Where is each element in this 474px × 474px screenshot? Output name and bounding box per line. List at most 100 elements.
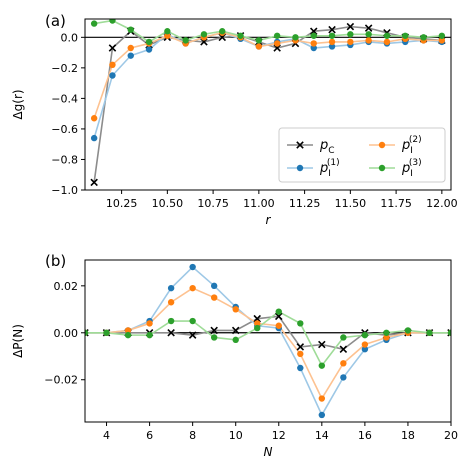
series-line-2 xyxy=(85,287,451,401)
data-point xyxy=(420,34,427,41)
data-point xyxy=(273,40,281,47)
plot-area xyxy=(90,19,446,187)
data-point xyxy=(232,306,239,313)
series-markers-2 xyxy=(85,284,451,402)
panel-label: (a) xyxy=(45,12,66,30)
axes-frame xyxy=(84,259,452,423)
legend-entry: pI(2) xyxy=(369,135,422,156)
data-point xyxy=(254,324,261,332)
series-line-2 xyxy=(93,31,442,119)
x-tick-label: 10.50 xyxy=(152,197,184,210)
series-markers-1 xyxy=(85,263,451,419)
data-point xyxy=(167,317,175,325)
data-point xyxy=(188,331,197,339)
plot-area xyxy=(85,263,451,419)
data-point xyxy=(231,326,240,335)
series-line-3 xyxy=(85,310,451,368)
data-point xyxy=(346,22,355,31)
data-point xyxy=(218,33,227,42)
data-point xyxy=(127,44,134,52)
data-point xyxy=(328,32,336,39)
x-tick-label: 10.25 xyxy=(106,197,138,210)
data-point xyxy=(318,395,326,402)
data-point xyxy=(124,327,132,334)
data-point xyxy=(167,329,175,337)
x-tick-label: 14 xyxy=(315,429,329,442)
panel-a: 10.25 10.50 10.75 11.00 11.25 11.50 11.75 12.00… xyxy=(11,12,458,227)
data-point xyxy=(253,314,262,323)
data-point xyxy=(189,263,196,271)
data-point xyxy=(447,329,451,336)
data-point xyxy=(273,44,281,52)
data-point xyxy=(297,350,304,358)
data-point xyxy=(210,282,218,290)
data-point xyxy=(340,374,347,381)
x-tick-label: 6 xyxy=(146,429,153,442)
data-point xyxy=(146,320,153,327)
data-point xyxy=(167,299,175,306)
data-point xyxy=(328,38,336,46)
legend-label: pC xyxy=(319,138,335,156)
series-markers-3 xyxy=(90,19,446,46)
x-tick-label: 4 xyxy=(103,429,110,442)
legend-marker xyxy=(296,141,304,149)
data-point xyxy=(296,343,305,351)
data-point xyxy=(438,32,446,39)
data-point xyxy=(347,38,354,46)
data-point xyxy=(164,28,171,35)
x-axis-label: N xyxy=(264,445,273,459)
data-point xyxy=(255,43,263,50)
x-tick-label: 11.25 xyxy=(289,197,321,210)
x-tick-label: 10 xyxy=(229,429,243,442)
data-point xyxy=(145,46,153,53)
data-point xyxy=(273,32,281,39)
data-point xyxy=(219,28,226,35)
y-tick-label: 0.00 xyxy=(54,327,79,340)
data-point xyxy=(200,31,208,38)
data-point xyxy=(347,31,354,38)
data-point xyxy=(275,322,282,329)
y-tick-label: −0.4 xyxy=(51,92,78,105)
data-point xyxy=(275,308,282,315)
data-point xyxy=(109,61,116,69)
y-tick-label: 0.02 xyxy=(54,280,79,293)
x-tick-label: 20 xyxy=(444,429,458,442)
data-point xyxy=(297,364,304,372)
y-tick-label: −0.02 xyxy=(44,374,78,387)
y-tick-label: −1.0 xyxy=(51,184,78,197)
series-line-0 xyxy=(85,315,451,351)
data-point xyxy=(127,52,134,59)
legend-marker xyxy=(378,141,386,149)
legend-label: pI(1) xyxy=(319,158,340,179)
data-point xyxy=(310,40,317,47)
data-point xyxy=(103,329,110,336)
series-line-3 xyxy=(94,19,442,43)
data-point xyxy=(365,31,372,38)
y-tick-label: −0.8 xyxy=(51,153,78,166)
data-point xyxy=(438,37,446,44)
data-point xyxy=(255,37,263,44)
axes-frame xyxy=(84,18,452,191)
data-point xyxy=(124,331,132,339)
data-point xyxy=(90,115,98,122)
data-point xyxy=(210,326,218,335)
data-point xyxy=(310,32,317,39)
data-point xyxy=(292,34,299,41)
data-point xyxy=(145,38,153,46)
data-point xyxy=(210,334,218,341)
x-tick-label: 18 xyxy=(401,429,415,442)
x-tick-label: 11.75 xyxy=(380,197,412,210)
legend-entry: pC xyxy=(287,138,335,156)
data-point xyxy=(237,32,244,39)
data-point xyxy=(328,43,336,50)
x-axis-label: r xyxy=(266,213,272,227)
data-point xyxy=(426,329,433,336)
data-point xyxy=(361,346,369,353)
x-tick-label: 11.00 xyxy=(243,197,275,210)
legend-entry: pI(1) xyxy=(287,158,340,179)
data-point xyxy=(90,134,98,142)
data-point xyxy=(189,317,196,325)
panel-label: (b) xyxy=(45,252,66,270)
data-point xyxy=(108,44,117,52)
